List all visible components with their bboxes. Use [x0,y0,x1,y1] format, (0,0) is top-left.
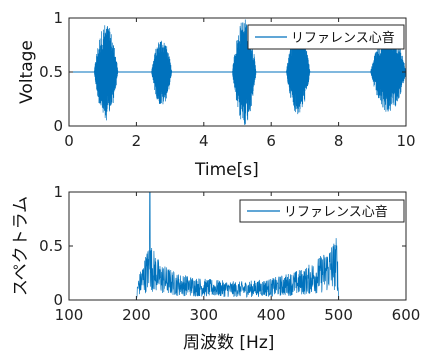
spectrum-legend: リファレンス心音 [239,199,405,223]
spectrum-chart: 100 200 300 400 500 600 0 0.5 1 リファレンス心音 周波数 [Hz… [11,183,420,353]
voltage-xtick-label: 6 [266,132,276,150]
voltage-ylabel: Voltage [17,40,37,104]
voltage-legend: リファレンス心音 [247,24,405,50]
voltage-ytick-label: 0 [53,117,63,135]
spectrum-xtick-label: 500 [324,306,353,324]
spectrum-xtick-label: 100 [55,306,84,324]
voltage-xtick-label: 0 [64,132,74,150]
voltage-ytick-label: 1 [53,9,63,27]
spectrum-ytick-label: 0 [53,291,63,309]
spectrum-xtick-label: 200 [122,306,151,324]
voltage-xtick-label: 8 [334,132,344,150]
voltage-ytick-label: 0.5 [39,63,63,81]
voltage-xtick-label: 4 [199,132,209,150]
voltage-series-path [68,19,407,125]
voltage-legend-label: リファレンス心音 [291,30,395,46]
voltage-xtick-label: 2 [132,132,142,150]
spectrum-ytick-label: 1 [53,183,63,201]
spectrum-xtick-label: 300 [189,306,218,324]
spectrum-xlabel: 周波数 [Hz] [183,333,274,353]
spectrum-legend-label: リファレンス心音 [284,204,388,220]
spectrum-ylabel: スペクトラム [11,196,31,296]
spectrum-ytick-label: 0.5 [39,237,63,255]
voltage-xlabel: Time[s] [194,160,259,180]
voltage-xtick-label: 10 [396,132,415,150]
spectrum-xtick-label: 600 [392,306,421,324]
voltage-signal-line [68,19,407,125]
spectrum-xtick-label: 400 [257,306,286,324]
voltage-chart: 0 2 4 6 8 10 0 0.5 1 リファレンス心音 Time[s] Voltage [17,9,416,180]
spectrum-legend-box [239,199,405,223]
